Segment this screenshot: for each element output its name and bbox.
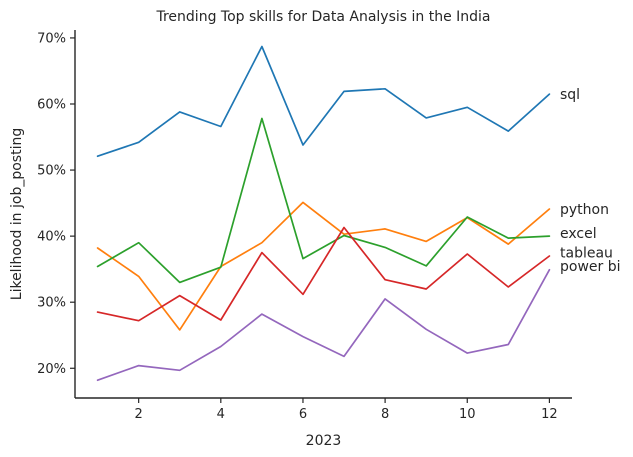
y-tick-label: 70% bbox=[37, 31, 66, 46]
y-tick-label: 50% bbox=[37, 164, 66, 179]
y-axis-label: Likelihood in job_posting bbox=[9, 128, 25, 300]
series-label-power-bi: power bi bbox=[560, 259, 621, 275]
series-layer bbox=[96, 45, 551, 382]
x-tick-label: 2 bbox=[135, 407, 143, 422]
series-line-python bbox=[96, 201, 551, 331]
axes: 2 4 6 8 10 12 20% 30% 40% 50% 60% 70% bbox=[37, 30, 572, 422]
y-tick-label: 40% bbox=[37, 230, 66, 245]
series-label-sql: sql bbox=[560, 87, 580, 103]
y-tick-label: 20% bbox=[37, 362, 66, 377]
x-tick-label: 4 bbox=[217, 407, 225, 422]
series-line-sql bbox=[96, 45, 551, 158]
series-line-excel bbox=[96, 117, 551, 284]
chart-title: Trending Top skills for Data Analysis in… bbox=[155, 9, 490, 25]
x-tick-label: 10 bbox=[459, 407, 476, 422]
x-axis-label: 2023 bbox=[306, 433, 342, 449]
series-label-python: python bbox=[560, 202, 609, 218]
series-label-tableau: tableau bbox=[560, 246, 613, 262]
x-tick-label: 12 bbox=[541, 407, 558, 422]
x-tick-label: 6 bbox=[299, 407, 307, 422]
series-label-excel: excel bbox=[560, 226, 597, 242]
series-line-power-bi bbox=[96, 268, 551, 382]
y-tick-label: 30% bbox=[37, 296, 66, 311]
x-tick-label: 8 bbox=[381, 407, 389, 422]
series-line-tableau bbox=[96, 226, 551, 322]
y-tick-label: 60% bbox=[37, 97, 66, 112]
